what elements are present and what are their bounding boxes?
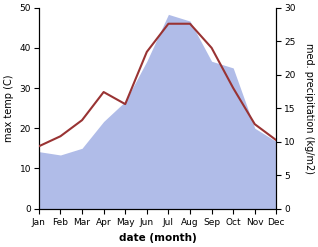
- X-axis label: date (month): date (month): [119, 233, 197, 243]
- Y-axis label: med. precipitation (kg/m2): med. precipitation (kg/m2): [304, 43, 314, 174]
- Y-axis label: max temp (C): max temp (C): [4, 74, 14, 142]
